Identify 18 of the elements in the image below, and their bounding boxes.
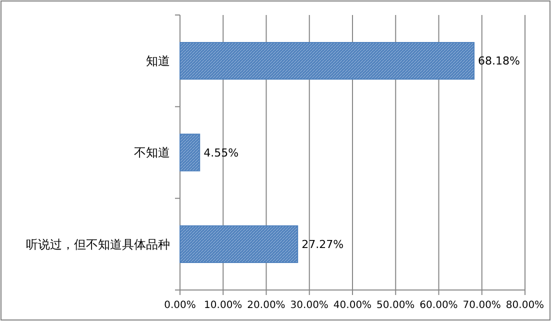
y-tick-label: 不知道 (134, 146, 170, 160)
data-label: 4.55% (204, 146, 239, 160)
y-tick-label: 听说过，但不知道具体品种 (26, 237, 170, 252)
y-tick-label: 知道 (146, 54, 170, 68)
x-tick-label: 20.00% (247, 300, 286, 311)
x-tick-label: 60.00% (420, 300, 458, 311)
bar (180, 42, 475, 80)
x-tick-label: 70.00% (462, 300, 501, 311)
x-tick-label: 40.00% (333, 300, 372, 311)
data-label: 27.27% (302, 238, 344, 252)
bar (180, 225, 298, 263)
x-tick-label: 80.00% (506, 300, 544, 311)
bar (180, 134, 200, 172)
x-tick-label: 30.00% (290, 300, 328, 311)
x-tick-label: 50.00% (376, 300, 415, 311)
data-label: 68.18% (478, 54, 520, 68)
x-tick-label: 0.00% (164, 300, 196, 311)
x-tick-label: 10.00% (204, 300, 242, 311)
